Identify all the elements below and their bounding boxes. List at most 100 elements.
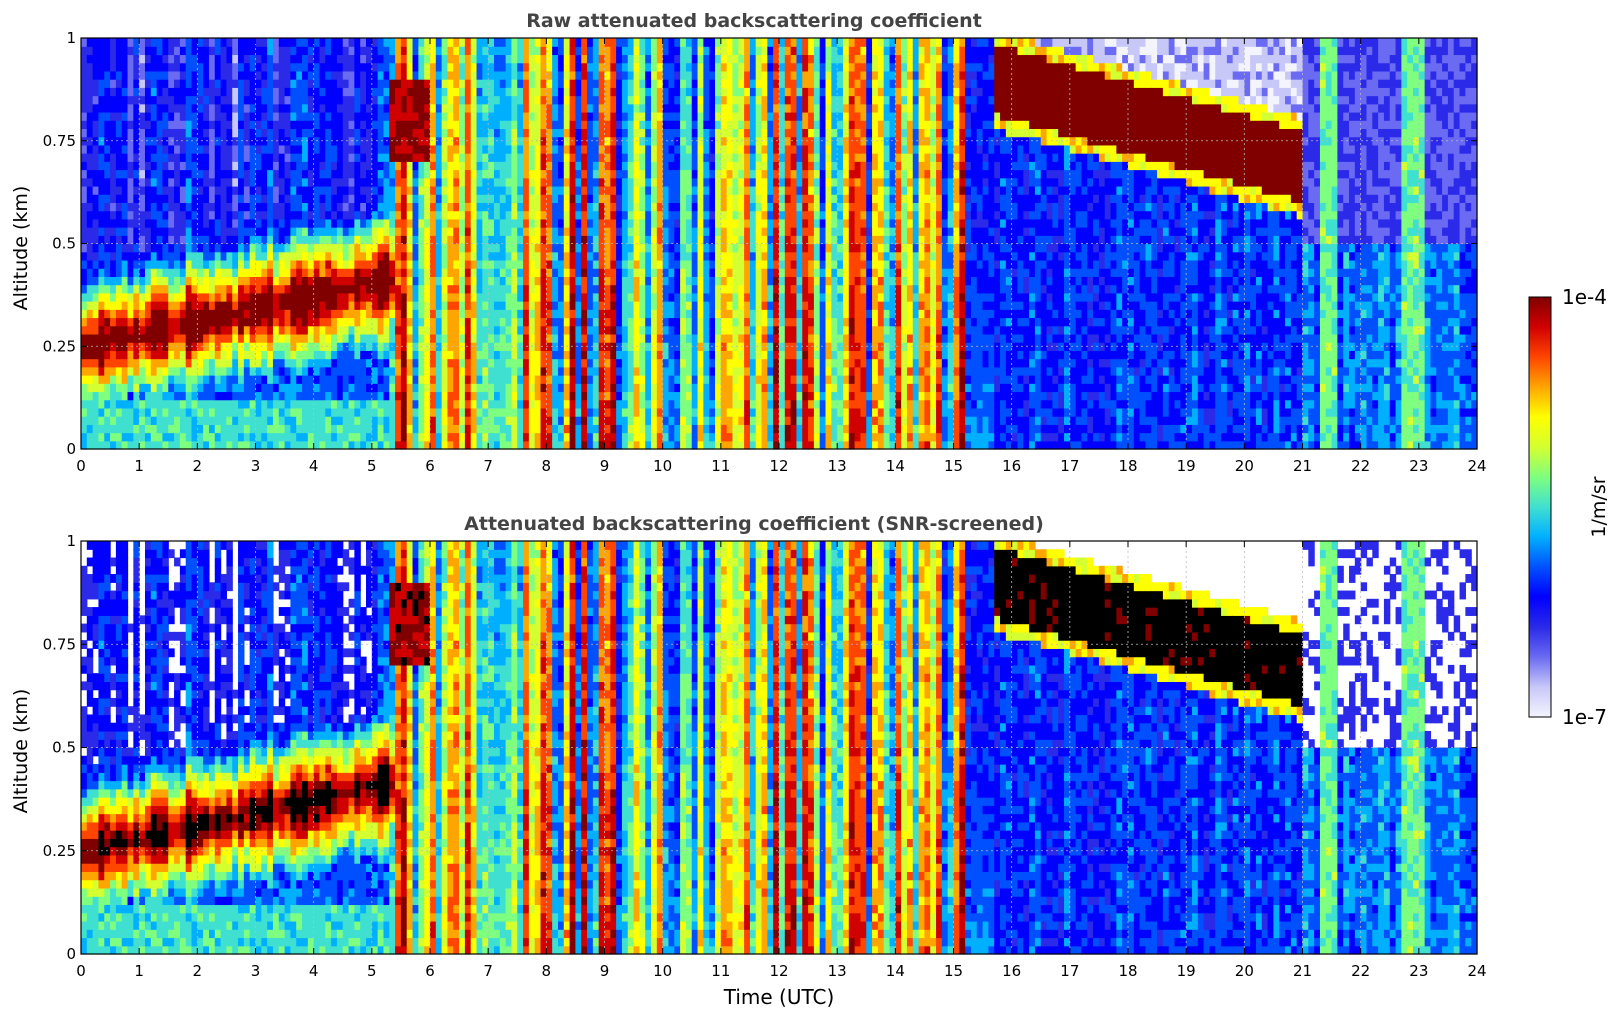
heatmap-cell: [244, 276, 250, 285]
heatmap-cell: [244, 309, 250, 318]
heatmap-cell: [343, 424, 349, 433]
heatmap-cell: [110, 178, 116, 187]
heatmap-cell: [261, 227, 267, 236]
heatmap-cell: [494, 359, 500, 368]
heatmap-cell: [232, 408, 238, 417]
heatmap-cell: [622, 211, 628, 220]
heatmap-cell: [605, 104, 611, 113]
heatmap-cell: [261, 383, 267, 392]
heatmap-cell: [232, 145, 238, 154]
heatmap-cell: [389, 104, 395, 113]
heatmap-cell: [447, 416, 453, 425]
heatmap-cell: [488, 186, 494, 195]
heatmap-cell: [232, 46, 238, 55]
heatmap-cell: [558, 202, 564, 211]
heatmap-cell: [104, 424, 110, 433]
heatmap-cell: [319, 79, 325, 88]
heatmap-cell: [93, 441, 99, 450]
heatmap-cell: [360, 112, 366, 121]
heatmap-cell: [238, 260, 244, 269]
heatmap-cell: [517, 63, 523, 72]
heatmap-cell: [197, 276, 203, 285]
heatmap-cell: [296, 433, 302, 442]
heatmap-cell: [319, 211, 325, 220]
heatmap-cell: [418, 416, 424, 425]
heatmap-cell: [98, 244, 104, 253]
heatmap-cell: [546, 350, 552, 359]
heatmap-cell: [180, 301, 186, 310]
heatmap-cell: [605, 309, 611, 318]
heatmap-cell: [139, 309, 145, 318]
heatmap-cell: [581, 120, 587, 129]
heatmap-cell: [238, 359, 244, 368]
heatmap-cell: [517, 276, 523, 285]
heatmap-cell: [558, 87, 564, 96]
heatmap-cell: [98, 285, 104, 294]
heatmap-cell: [471, 350, 477, 359]
heatmap-cell: [558, 375, 564, 384]
heatmap-cell: [203, 441, 209, 450]
heatmap-cell: [453, 334, 459, 343]
heatmap-cell: [203, 161, 209, 170]
heatmap-cell: [279, 367, 285, 376]
heatmap-cell: [110, 350, 116, 359]
heatmap-cell: [395, 441, 401, 450]
heatmap-cell: [442, 317, 448, 326]
heatmap-cell: [110, 235, 116, 244]
heatmap-cell: [221, 367, 227, 376]
heatmap-cell: [407, 252, 413, 261]
heatmap-cell: [407, 367, 413, 376]
heatmap-cell: [459, 359, 465, 368]
heatmap-cell: [436, 170, 442, 179]
heatmap-cell: [523, 186, 529, 195]
heatmap-cell: [174, 96, 180, 105]
heatmap-cell: [354, 104, 360, 113]
heatmap-cell: [447, 227, 453, 236]
heatmap-cell: [174, 178, 180, 187]
heatmap-cell: [87, 359, 93, 368]
heatmap-cell: [331, 153, 337, 162]
heatmap-cell: [256, 367, 262, 376]
heatmap-cell: [546, 186, 552, 195]
heatmap-cell: [506, 317, 512, 326]
heatmap-cell: [354, 260, 360, 269]
heatmap-cell: [151, 285, 157, 294]
heatmap-cell: [256, 424, 262, 433]
heatmap-cell: [407, 441, 413, 450]
heatmap-cell: [558, 260, 564, 269]
heatmap-cell: [447, 293, 453, 302]
heatmap-cell: [186, 383, 192, 392]
heatmap-cell: [570, 334, 576, 343]
heatmap-cell: [558, 112, 564, 121]
heatmap-cell: [413, 96, 419, 105]
heatmap-cell: [337, 46, 343, 55]
heatmap-cell: [157, 79, 163, 88]
heatmap-cell: [488, 178, 494, 187]
heatmap-cell: [529, 260, 535, 269]
heatmap-cell: [238, 235, 244, 244]
heatmap-cell: [360, 38, 366, 47]
heatmap-cell: [122, 161, 128, 170]
heatmap-cell: [157, 359, 163, 368]
heatmap-cell: [238, 227, 244, 236]
heatmap-cell: [517, 285, 523, 294]
heatmap-cell: [546, 178, 552, 187]
heatmap-cell: [93, 367, 99, 376]
heatmap-cell: [610, 128, 616, 137]
heatmap-cell: [418, 87, 424, 96]
heatmap-cell: [290, 301, 296, 310]
heatmap-cell: [605, 96, 611, 105]
heatmap-cell: [81, 350, 87, 359]
heatmap-cell: [285, 375, 291, 384]
heatmap-cell: [418, 359, 424, 368]
heatmap-cell: [616, 276, 622, 285]
heatmap-cell: [523, 104, 529, 113]
heatmap-cell: [552, 326, 558, 335]
heatmap-cell: [372, 359, 378, 368]
heatmap-cell: [226, 383, 232, 392]
heatmap-cell: [558, 46, 564, 55]
heatmap-cell: [110, 441, 116, 450]
heatmap-cell: [325, 301, 331, 310]
heatmap-cell: [413, 301, 419, 310]
heatmap-cell: [529, 96, 535, 105]
